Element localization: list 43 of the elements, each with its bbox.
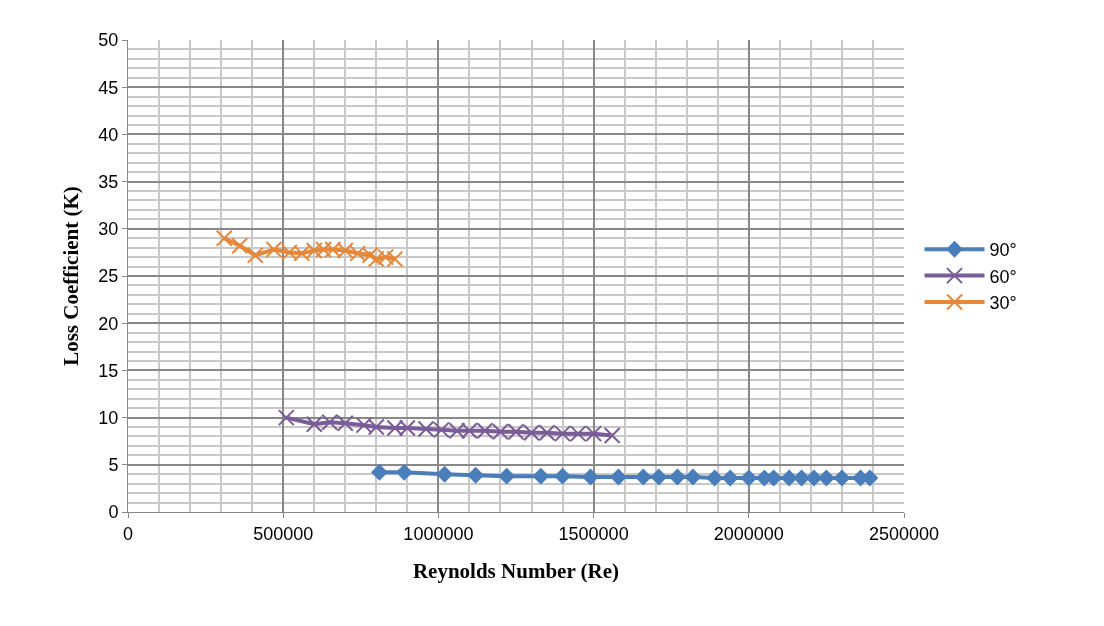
y-tick-label: 40 [98, 124, 119, 145]
point [805, 469, 823, 487]
y-tick-label: 20 [98, 313, 119, 334]
x-axis-title: Reynolds Number (Re) [412, 558, 620, 583]
x-tick-label: 2500000 [868, 523, 940, 544]
legend-label: 30° [989, 293, 1017, 314]
y-tick-label: 5 [108, 455, 119, 476]
y-tick-label: 30 [98, 219, 119, 240]
y-tick-label: 35 [98, 171, 119, 192]
point [650, 468, 668, 486]
point [436, 465, 454, 483]
x-tick-label: 1500000 [558, 523, 629, 544]
point [721, 469, 739, 487]
legend-label: 60° [989, 266, 1017, 287]
point [215, 229, 233, 247]
point [498, 467, 516, 485]
point [833, 469, 851, 487]
legend-label: 90° [989, 240, 1017, 261]
point [532, 467, 550, 485]
point [231, 237, 249, 255]
point [246, 246, 264, 264]
point [582, 468, 599, 486]
point [315, 241, 333, 259]
x-tick-label: 2000000 [713, 523, 784, 544]
y-tick-label: 0 [108, 502, 119, 523]
y-tick-label: 10 [98, 407, 119, 428]
point [277, 409, 295, 427]
point [684, 468, 702, 486]
point [554, 467, 572, 485]
point [370, 463, 388, 481]
x-tick-label: 1000000 [403, 523, 474, 544]
point [740, 469, 758, 487]
point [467, 466, 485, 484]
point [395, 463, 413, 481]
y-tick-label: 45 [98, 77, 119, 98]
y-axis-title: Loss Coefficient (K) [58, 186, 83, 366]
point [780, 469, 798, 487]
x-tick-label: 0 [122, 523, 134, 544]
y-tick-label: 25 [98, 266, 119, 287]
y-tick-label: 15 [98, 360, 119, 381]
y-tick-label: 50 [98, 30, 119, 51]
x-tick-label: 500000 [253, 523, 314, 544]
point [603, 427, 621, 445]
